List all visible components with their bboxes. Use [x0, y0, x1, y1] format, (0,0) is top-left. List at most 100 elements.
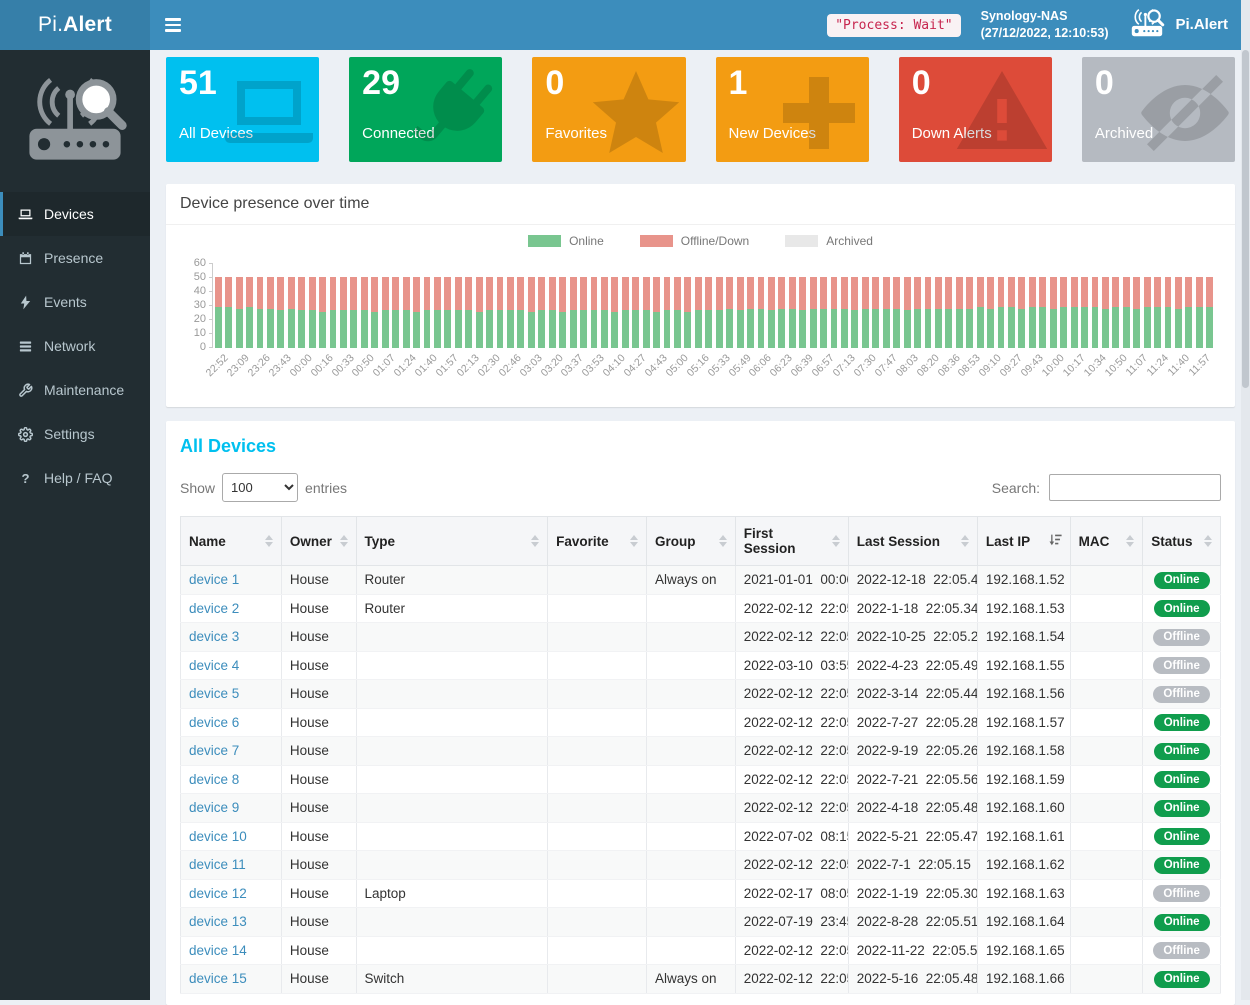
- brand-link[interactable]: Pi.Alert: [1128, 8, 1228, 42]
- device-link[interactable]: device 13: [189, 914, 247, 929]
- legend-item-offline-down[interactable]: Offline/Down: [640, 234, 749, 248]
- sidebar-item-label: Help / FAQ: [44, 470, 112, 486]
- sort-icon: [719, 535, 727, 547]
- x-axis-tick-label: 08:53: [956, 352, 983, 379]
- cell-mac: [1070, 594, 1143, 623]
- legend-item-online[interactable]: Online: [528, 234, 604, 248]
- chart-bar: [1121, 264, 1131, 348]
- cell-last-ip: 192.168.1.63: [977, 879, 1070, 908]
- cell-last-ip: 192.168.1.62: [977, 851, 1070, 880]
- star-icon: [588, 65, 684, 162]
- device-link[interactable]: device 2: [189, 601, 239, 616]
- cell-type: [356, 680, 548, 709]
- sidebar-toggle-button[interactable]: [150, 0, 196, 50]
- chart-bar: [255, 264, 265, 348]
- column-header-mac[interactable]: MAC: [1070, 517, 1143, 566]
- device-link[interactable]: device 6: [189, 715, 239, 730]
- device-link[interactable]: device 15: [189, 971, 247, 986]
- y-axis-tick-label: 20: [194, 314, 206, 325]
- cell-mac: [1070, 965, 1143, 994]
- column-header-group[interactable]: Group: [647, 517, 736, 566]
- column-header-first-session[interactable]: First Session: [735, 517, 848, 566]
- chart-bar: [474, 264, 484, 348]
- cell-name: device 13: [181, 908, 282, 937]
- device-link[interactable]: device 10: [189, 829, 247, 844]
- scrollbar-track[interactable]: [1241, 0, 1250, 1000]
- column-header-name[interactable]: Name: [181, 517, 282, 566]
- chart-bar: [328, 264, 338, 348]
- sidebar-item-network[interactable]: Network: [0, 324, 150, 368]
- device-link[interactable]: device 14: [189, 943, 247, 958]
- status-badge: Online: [1154, 971, 1210, 988]
- column-header-last-session[interactable]: Last Session: [848, 517, 977, 566]
- x-axis-tick-label: 03:37: [559, 352, 586, 379]
- device-link[interactable]: device 3: [189, 629, 239, 644]
- cell-group: [647, 623, 736, 652]
- scrollbar-thumb[interactable]: [1242, 50, 1249, 388]
- column-header-owner[interactable]: Owner: [281, 517, 356, 566]
- page-length-select[interactable]: 100: [222, 473, 298, 502]
- column-header-favorite[interactable]: Favorite: [548, 517, 647, 566]
- cell-last-session: 2022-7-1 22:05.15: [848, 851, 977, 880]
- chart-bar: [1058, 264, 1068, 348]
- chart-bar: [683, 264, 693, 348]
- cell-favorite: [548, 680, 647, 709]
- device-link[interactable]: device 1: [189, 572, 239, 587]
- device-link[interactable]: device 7: [189, 743, 239, 758]
- cell-last-session: 2022-8-28 22:05.51: [848, 908, 977, 937]
- device-link[interactable]: device 5: [189, 686, 239, 701]
- x-axis-tick-label: 02:46: [496, 352, 523, 379]
- cell-first-session: 2022-02-12 22:05: [735, 623, 848, 652]
- cell-owner: House: [281, 879, 356, 908]
- column-header-label: Last IP: [986, 534, 1030, 549]
- device-link[interactable]: device 12: [189, 886, 247, 901]
- chart-bar: [829, 264, 839, 348]
- sidebar-item-settings[interactable]: Settings: [0, 412, 150, 456]
- router-scan-icon: [1128, 8, 1166, 42]
- app-logo[interactable]: Pi.Alert: [0, 0, 150, 50]
- sidebar-item-events[interactable]: Events: [0, 280, 150, 324]
- sidebar-item-maintenance[interactable]: Maintenance: [0, 368, 150, 412]
- chart-bar: [672, 264, 682, 348]
- column-header-last-ip[interactable]: Last IP: [977, 517, 1070, 566]
- device-link[interactable]: device 4: [189, 658, 239, 673]
- plus-icon: [771, 65, 867, 162]
- cell-last-session: 2022-7-21 22:05.56: [848, 765, 977, 794]
- cell-type: Router: [356, 594, 548, 623]
- x-axis-tick-label: 00:00: [287, 352, 314, 379]
- cell-favorite: [548, 794, 647, 823]
- sidebar-item-devices[interactable]: Devices: [0, 192, 150, 236]
- cell-type: [356, 708, 548, 737]
- cell-group: [647, 879, 736, 908]
- legend-item-archived[interactable]: Archived: [785, 234, 873, 248]
- device-link[interactable]: device 11: [189, 857, 246, 872]
- chart-bar: [495, 264, 505, 348]
- column-header-status[interactable]: Status: [1143, 517, 1221, 566]
- chart-bar: [505, 264, 515, 348]
- chart-bar: [610, 264, 620, 348]
- device-link[interactable]: device 9: [189, 800, 239, 815]
- sidebar-item-presence[interactable]: Presence: [0, 236, 150, 280]
- column-header-type[interactable]: Type: [356, 517, 548, 566]
- status-badge: Online: [1154, 857, 1210, 874]
- router-scan-logo-icon: [18, 75, 132, 171]
- cell-name: device 10: [181, 822, 282, 851]
- cell-owner: House: [281, 965, 356, 994]
- search-input[interactable]: [1049, 474, 1221, 501]
- x-axis-tick-label: 22:52: [204, 352, 231, 379]
- device-link[interactable]: device 8: [189, 772, 239, 787]
- chart-bar: [286, 264, 296, 348]
- sidebar-item-help[interactable]: ?Help / FAQ: [0, 456, 150, 500]
